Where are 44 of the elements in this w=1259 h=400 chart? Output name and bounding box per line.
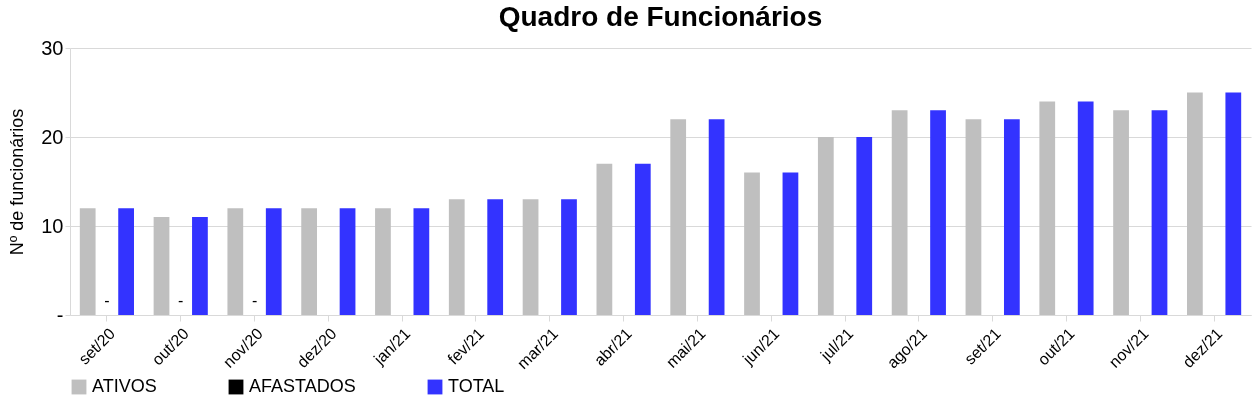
y-tick-label: 20 bbox=[41, 125, 64, 148]
bar bbox=[1225, 92, 1242, 315]
bar bbox=[153, 217, 170, 315]
y-tick-label: 10 bbox=[41, 214, 64, 237]
data-label: - bbox=[251, 292, 258, 309]
bar bbox=[1113, 110, 1129, 315]
bar bbox=[227, 208, 244, 315]
y-tick-label: 30 bbox=[41, 36, 64, 59]
bar bbox=[118, 208, 134, 315]
bar bbox=[930, 110, 946, 315]
bar bbox=[891, 110, 908, 315]
bar bbox=[192, 217, 208, 315]
bar bbox=[448, 199, 465, 315]
bar bbox=[670, 119, 687, 315]
bar bbox=[561, 199, 577, 315]
bar bbox=[596, 163, 613, 315]
bar bbox=[1077, 101, 1094, 315]
legend-label: TOTAL bbox=[448, 376, 505, 396]
bar bbox=[301, 208, 318, 315]
bar bbox=[487, 199, 504, 315]
legend-label: AFASTADOS bbox=[249, 376, 356, 396]
chart-title: Quadro de Funcionários bbox=[498, 1, 823, 32]
y-tick-label: - bbox=[56, 303, 64, 326]
bar bbox=[634, 163, 651, 315]
bar bbox=[782, 172, 799, 315]
bar bbox=[817, 137, 834, 315]
bar bbox=[1151, 110, 1168, 315]
legend-label: ATIVOS bbox=[92, 376, 157, 396]
bar bbox=[744, 172, 760, 315]
bar bbox=[339, 208, 356, 315]
bar bbox=[856, 137, 873, 315]
bar bbox=[1003, 119, 1020, 315]
bar bbox=[965, 119, 982, 315]
bar bbox=[265, 208, 282, 315]
bar bbox=[413, 208, 430, 315]
bar bbox=[1039, 101, 1056, 315]
bar bbox=[375, 208, 391, 315]
bar bbox=[522, 199, 539, 315]
y-axis-title: Nº de funcionários bbox=[7, 108, 28, 256]
data-label: - bbox=[178, 292, 184, 309]
bar bbox=[1187, 92, 1203, 315]
bar bbox=[79, 208, 96, 315]
data-label: - bbox=[104, 292, 110, 309]
bar bbox=[708, 119, 725, 315]
